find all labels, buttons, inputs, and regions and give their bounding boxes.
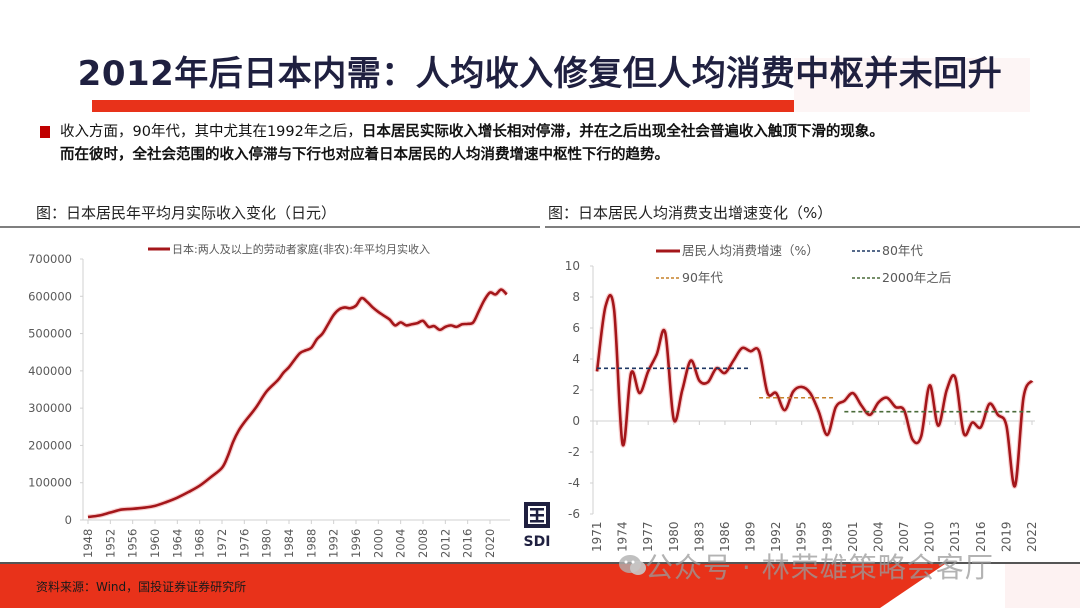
svg-text:2008: 2008: [416, 529, 430, 558]
svg-text:日本:两人及以上的劳动者家庭(非农):年平均月实收入: 日本:两人及以上的劳动者家庭(非农):年平均月实收入: [172, 242, 430, 256]
svg-text:8: 8: [572, 290, 580, 304]
svg-text:居民人均消费增速（%）: 居民人均消费增速（%）: [682, 243, 819, 258]
svg-text:1992: 1992: [769, 521, 783, 552]
svg-text:SDI: SDI: [524, 534, 551, 550]
right-chart-title: 图：日本居民人均消费支出增速变化（%）: [548, 204, 833, 222]
source-note: 资料来源：Wind，国投证券证券研究所: [36, 580, 247, 594]
svg-text:1995: 1995: [795, 521, 809, 552]
svg-text:1986: 1986: [718, 521, 732, 552]
bullet-text-bold-2: 而在彼时，全社会范围的收入停滞与下行也对应着日本居民的人均消费增速中枢性下行的趋…: [60, 147, 669, 163]
wechat-icon: [619, 555, 646, 575]
svg-text:2016: 2016: [974, 521, 988, 552]
svg-text:1974: 1974: [616, 521, 630, 552]
svg-text:1976: 1976: [237, 529, 251, 558]
svg-text:0: 0: [572, 414, 580, 428]
svg-text:1971: 1971: [590, 521, 604, 552]
svg-text:0: 0: [65, 513, 72, 527]
svg-text:400000: 400000: [28, 364, 72, 378]
svg-text:2020: 2020: [483, 529, 497, 558]
svg-text:1948: 1948: [81, 529, 95, 558]
svg-text:300000: 300000: [28, 401, 72, 415]
page-title: 2012年后日本内需：人均收入修复但人均消费中枢并未回升: [77, 54, 1003, 94]
svg-text:4: 4: [572, 352, 580, 366]
svg-text:1992: 1992: [327, 529, 341, 558]
svg-text:2022: 2022: [1025, 521, 1039, 552]
sdi-logo: SDI: [520, 500, 556, 550]
svg-text:2010: 2010: [923, 521, 937, 552]
svg-text:6: 6: [572, 321, 580, 335]
svg-text:2012: 2012: [438, 529, 452, 558]
svg-text:1996: 1996: [349, 529, 363, 558]
svg-text:1964: 1964: [170, 529, 184, 558]
footer-rule: [0, 562, 1080, 564]
svg-text:1983: 1983: [692, 521, 706, 552]
svg-text:-4: -4: [568, 476, 580, 490]
svg-text:1988: 1988: [304, 529, 318, 558]
svg-text:2004: 2004: [871, 521, 885, 552]
title-underline-bar: [92, 100, 794, 112]
svg-text:1968: 1968: [193, 529, 207, 558]
svg-text:200000: 200000: [28, 438, 72, 452]
svg-text:-2: -2: [568, 445, 580, 459]
svg-text:500000: 500000: [28, 327, 72, 341]
svg-text:2016: 2016: [461, 529, 475, 558]
left-chart-title: 图：日本居民年平均月实际收入变化（日元）: [36, 204, 337, 222]
svg-text:1989: 1989: [744, 521, 758, 552]
svg-text:1984: 1984: [282, 529, 296, 558]
svg-text:1977: 1977: [641, 521, 655, 552]
svg-text:2000年之后: 2000年之后: [882, 270, 951, 285]
svg-text:2019: 2019: [999, 521, 1013, 552]
consumption-growth-line-chart: -6 -4 -2 0 2 4 6 8 10 1971 1974 1977 1980 1983 1986 198…: [565, 243, 1039, 552]
svg-text:100000: 100000: [28, 476, 72, 490]
left-chart-rule: [0, 226, 540, 228]
svg-text:1960: 1960: [148, 529, 162, 558]
svg-text:80年代: 80年代: [882, 243, 923, 258]
footer-band: [0, 564, 1080, 608]
watermark: 公众号 · 林荣雄策略会客厅: [645, 551, 994, 584]
bullet-paragraph: 收入方面，90年代，其中尤其在1992年之后，日本居民实际收入增长相对停滞，并在…: [40, 121, 1080, 167]
bullet-text-plain: 收入方面，90年代，其中尤其在1992年之后，: [60, 124, 362, 140]
income-line-chart: 0 100000 200000 300000 400000 500000 600000 700…: [28, 242, 510, 558]
svg-text:1980: 1980: [667, 521, 681, 552]
svg-text:2004: 2004: [394, 529, 408, 558]
title-highlight: [794, 58, 1030, 112]
svg-text:1980: 1980: [260, 529, 274, 558]
svg-text:2001: 2001: [846, 521, 860, 552]
svg-text:2: 2: [572, 383, 580, 397]
bullet-text-bold-1: 日本居民实际收入增长相对停滞，并在之后出现全社会普遍收入触顶下滑的现象。: [361, 124, 884, 140]
sdi-logo-icon: SDI: [524, 502, 551, 550]
svg-text:1998: 1998: [820, 521, 834, 552]
svg-text:90年代: 90年代: [682, 270, 723, 285]
svg-text:-6: -6: [568, 507, 580, 521]
svg-text:1972: 1972: [215, 529, 229, 558]
bullet-square-icon: [40, 126, 50, 138]
svg-text:1952: 1952: [103, 529, 117, 558]
svg-text:1956: 1956: [126, 529, 140, 558]
svg-text:10: 10: [565, 259, 580, 273]
svg-text:2000: 2000: [371, 529, 385, 558]
right-chart-rule: [545, 226, 1080, 228]
svg-text:2013: 2013: [948, 521, 962, 552]
svg-text:700000: 700000: [28, 252, 72, 266]
svg-text:2007: 2007: [897, 521, 911, 552]
svg-text:600000: 600000: [28, 289, 72, 303]
